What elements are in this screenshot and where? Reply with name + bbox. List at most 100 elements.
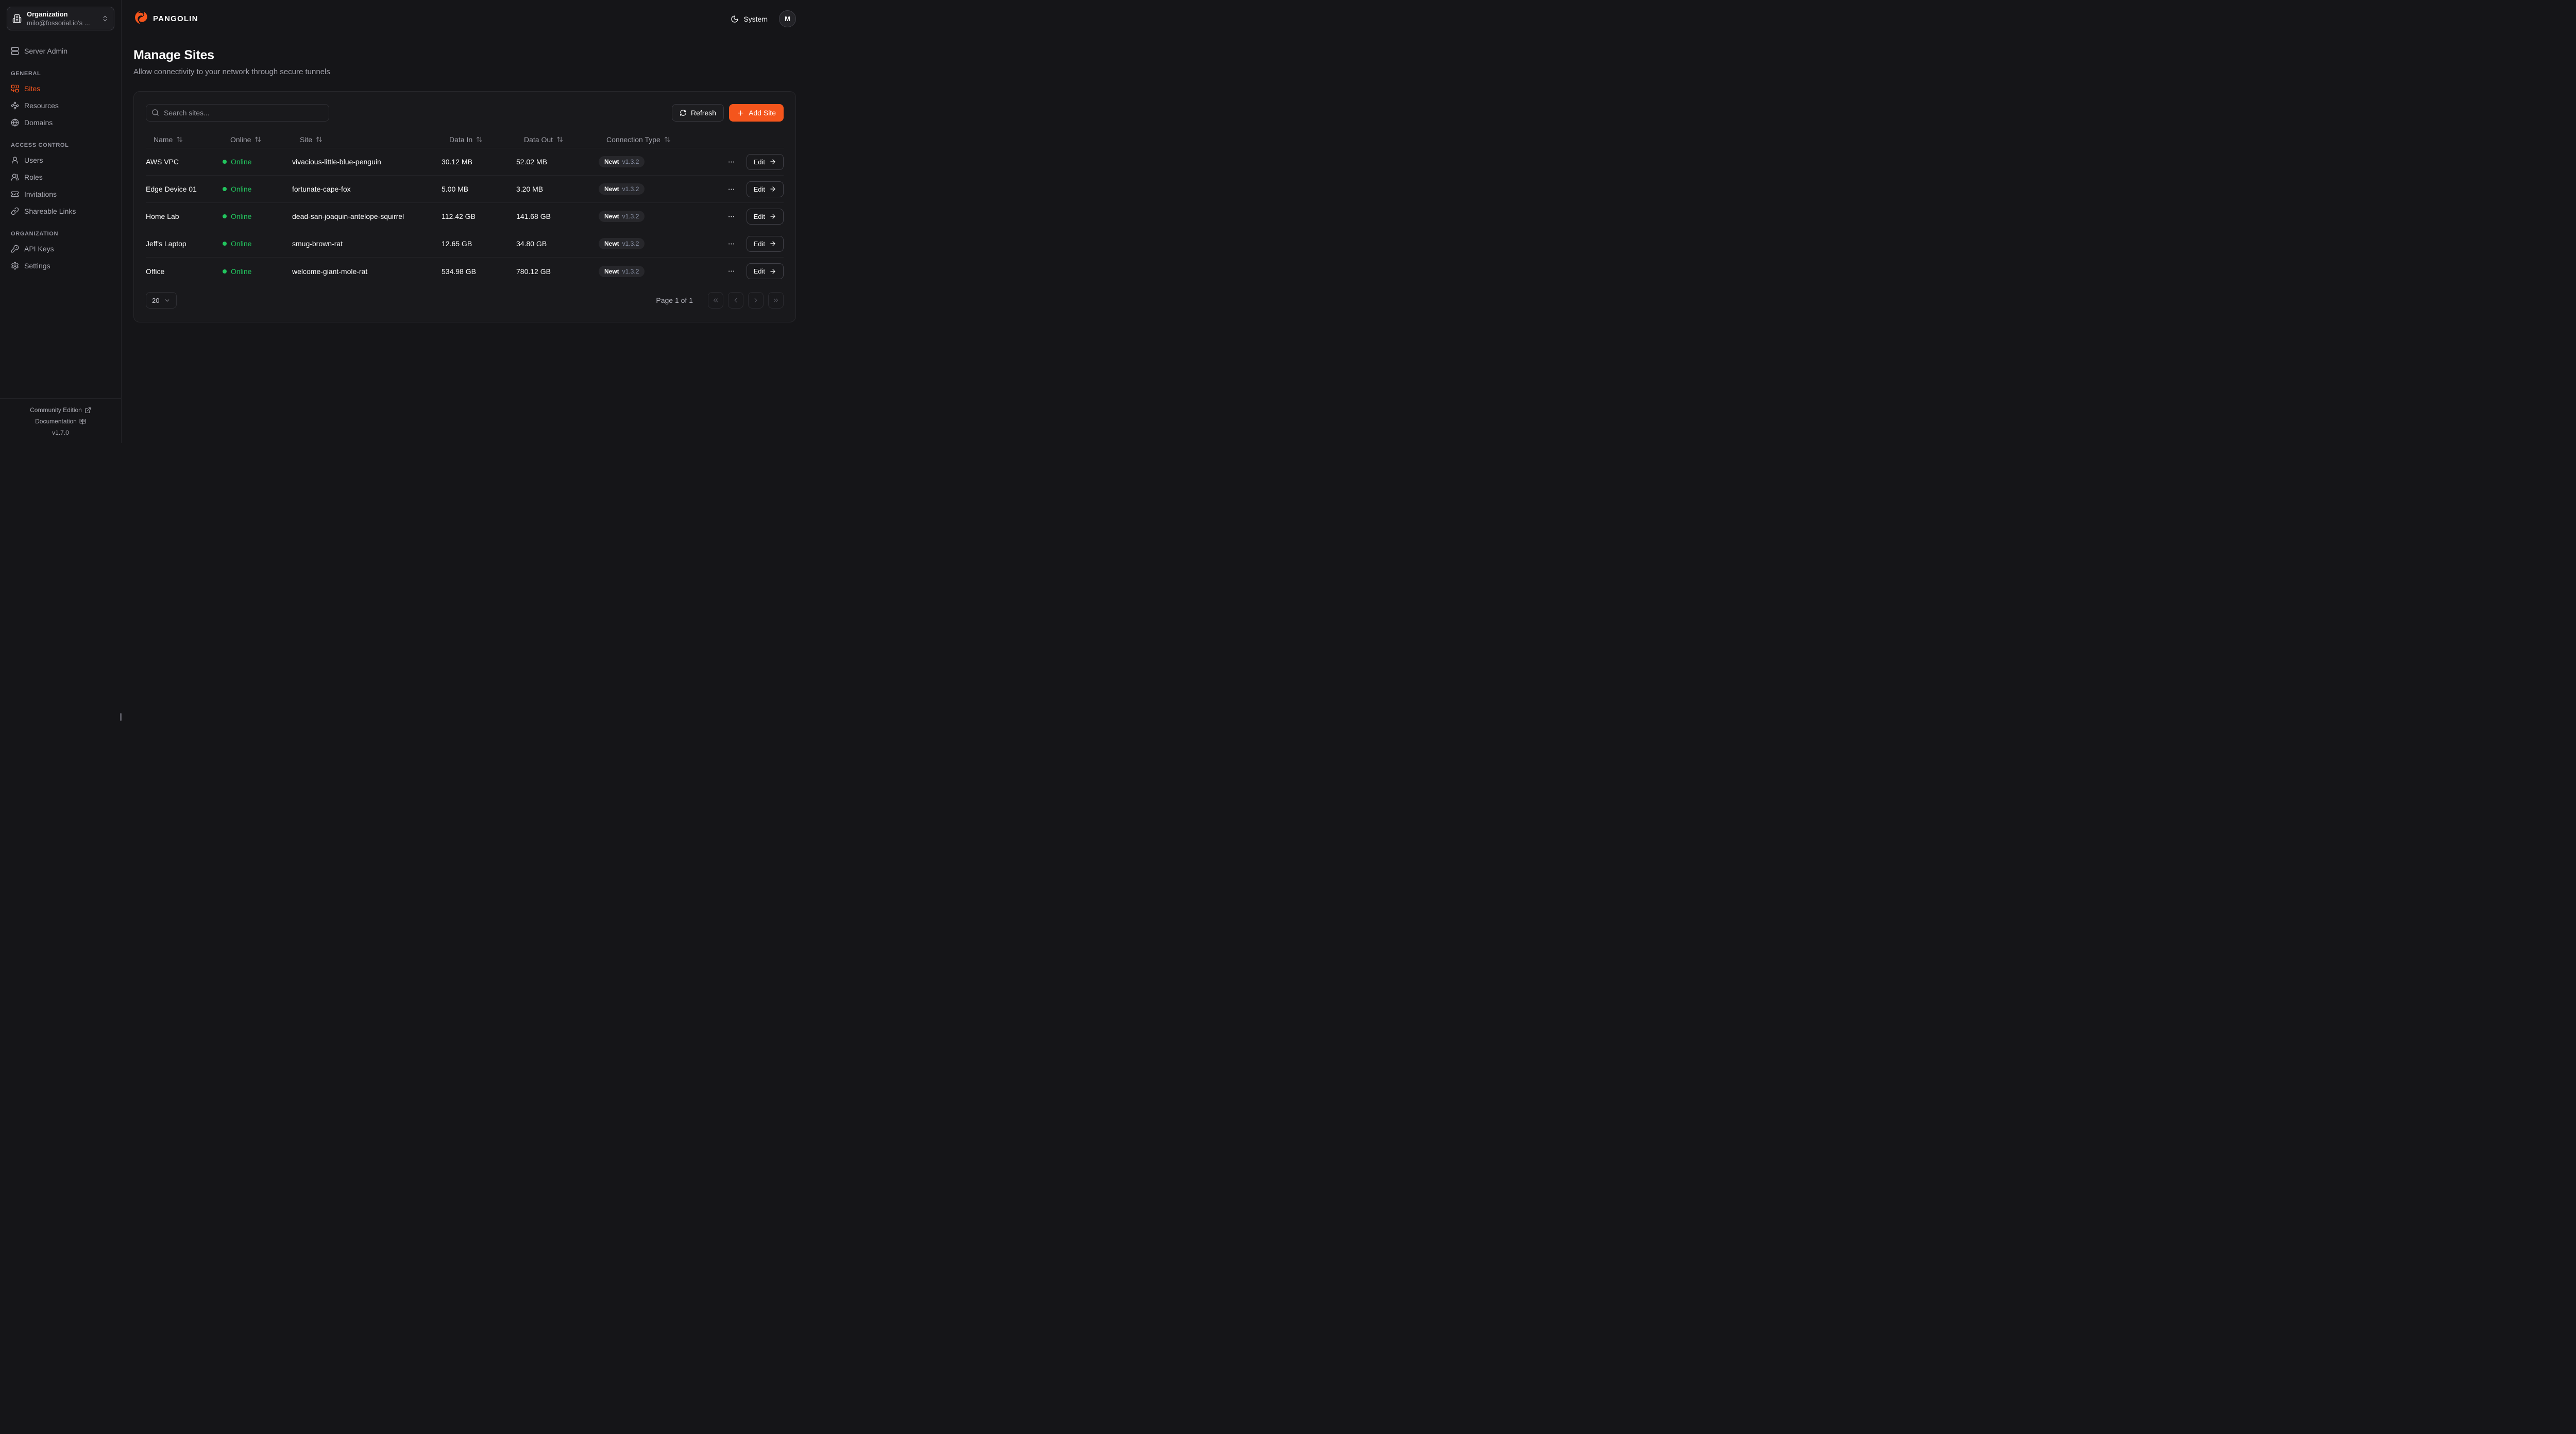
- sidebar-item-label: Invitations: [24, 190, 57, 198]
- add-site-label: Add Site: [749, 109, 776, 117]
- connection-type-badge: Newt v1.3.2: [599, 156, 645, 167]
- moon-icon: [731, 15, 739, 23]
- sites-card: Refresh Add Site Name Online: [133, 91, 796, 322]
- sort-icon: [476, 136, 483, 143]
- data-in: 12.65 GB: [442, 240, 472, 248]
- pangolin-logo-icon: [133, 10, 149, 27]
- documentation-label: Documentation: [35, 418, 77, 425]
- sort-icon: [664, 136, 671, 143]
- page-label: Page 1 of 1: [656, 296, 693, 304]
- edit-button[interactable]: Edit: [746, 208, 784, 225]
- previous-page-button[interactable]: [728, 292, 743, 309]
- sites-table: Name Online Site Data In Data Out: [146, 131, 784, 285]
- connection-type-badge: Newt v1.3.2: [599, 238, 645, 249]
- sidebar-item-shareable-links[interactable]: Shareable Links: [7, 202, 114, 219]
- page-size-select[interactable]: 20: [146, 292, 177, 309]
- edit-button[interactable]: Edit: [746, 153, 784, 170]
- sort-icon: [176, 136, 183, 143]
- org-switcher[interactable]: Organization milo@fossorial.io's ...: [7, 7, 114, 30]
- data-in: 534.98 GB: [442, 267, 476, 276]
- brand-name: PANGOLIN: [153, 14, 198, 23]
- sidebar-item-label: Users: [24, 156, 43, 164]
- sidebar-item-server-admin[interactable]: Server Admin: [7, 42, 114, 59]
- sidebar-item-label: Domains: [24, 118, 53, 127]
- row-menu-button[interactable]: [725, 265, 737, 277]
- community-edition-label: Community Edition: [30, 406, 82, 414]
- sidebar-item-label: Shareable Links: [24, 207, 76, 215]
- waypoints-icon: [11, 101, 19, 110]
- data-out: 780.12 GB: [516, 267, 551, 276]
- org-switcher-label: Organization: [27, 10, 68, 18]
- app-version: v1.7.0: [0, 427, 121, 438]
- site-slug: welcome-giant-mole-rat: [292, 267, 368, 276]
- arrow-right-icon: [769, 213, 776, 220]
- column-header-online[interactable]: Online: [223, 135, 292, 144]
- table-row: Home Lab Online dead-san-joaquin-antelop…: [146, 203, 784, 230]
- table-row: Office Online welcome-giant-mole-rat 534…: [146, 258, 784, 285]
- last-page-button[interactable]: [768, 292, 784, 309]
- row-menu-button[interactable]: [725, 156, 737, 168]
- sidebar-item-label: Roles: [24, 173, 43, 181]
- top-bar: PANGOLIN System M: [133, 0, 796, 27]
- edit-button[interactable]: Edit: [746, 235, 784, 252]
- chevrons-up-down-icon: [101, 15, 109, 22]
- search-input[interactable]: [146, 104, 329, 122]
- sidebar-nav: Server Admin GENERAL Sites Resources Dom…: [0, 37, 121, 274]
- column-header-connection-type[interactable]: Connection Type: [599, 135, 686, 144]
- sidebar-item-invitations[interactable]: Invitations: [7, 185, 114, 202]
- arrow-right-icon: [769, 268, 776, 275]
- brand: PANGOLIN: [133, 10, 198, 27]
- table-row: AWS VPC Online vivacious-little-blue-pen…: [146, 148, 784, 176]
- row-menu-button[interactable]: [725, 238, 737, 250]
- next-page-button[interactable]: [748, 292, 764, 309]
- table-footer: 20 Page 1 of 1: [146, 292, 784, 309]
- data-out: 34.80 GB: [516, 240, 547, 248]
- sidebar: Organization milo@fossorial.io's ... Ser…: [0, 0, 122, 443]
- arrow-right-icon: [769, 240, 776, 247]
- community-edition-link[interactable]: Community Edition: [0, 404, 121, 416]
- row-menu-button[interactable]: [725, 183, 737, 195]
- sidebar-item-api-keys[interactable]: API Keys: [7, 240, 114, 257]
- sidebar-item-label: Settings: [24, 261, 50, 270]
- column-header-data-in[interactable]: Data In: [442, 135, 516, 144]
- sidebar-section-access-control: ACCESS CONTROL: [11, 142, 69, 148]
- sidebar-item-domains[interactable]: Domains: [7, 114, 114, 131]
- online-status: Online: [223, 240, 292, 248]
- user-avatar[interactable]: M: [779, 10, 796, 27]
- edit-button[interactable]: Edit: [746, 181, 784, 197]
- sidebar-item-roles[interactable]: Roles: [7, 168, 114, 185]
- sidebar-item-users[interactable]: Users: [7, 151, 114, 168]
- connection-type-badge: Newt v1.3.2: [599, 265, 645, 277]
- refresh-label: Refresh: [691, 109, 717, 117]
- globe-icon: [11, 118, 19, 127]
- sidebar-item-sites[interactable]: Sites: [7, 80, 114, 97]
- online-status: Online: [223, 158, 292, 166]
- column-header-data-out[interactable]: Data Out: [516, 135, 599, 144]
- column-header-site[interactable]: Site: [292, 135, 442, 144]
- theme-toggle[interactable]: System: [731, 15, 768, 23]
- online-dot-icon: [223, 269, 227, 274]
- ticket-check-icon: [11, 190, 19, 198]
- book-open-icon: [79, 418, 86, 425]
- edit-button[interactable]: Edit: [746, 263, 784, 279]
- online-dot-icon: [223, 187, 227, 191]
- documentation-link[interactable]: Documentation: [0, 416, 121, 427]
- sidebar-item-settings[interactable]: Settings: [7, 257, 114, 274]
- search-icon: [151, 109, 159, 116]
- add-site-button[interactable]: Add Site: [729, 104, 784, 122]
- version-label: v1.7.0: [52, 429, 69, 436]
- column-header-name[interactable]: Name: [146, 135, 223, 144]
- sidebar-resize-handle[interactable]: [120, 713, 122, 721]
- row-menu-button[interactable]: [725, 211, 737, 223]
- data-in: 30.12 MB: [442, 158, 472, 166]
- first-page-button[interactable]: [708, 292, 723, 309]
- search-wrap: [146, 104, 329, 122]
- org-switcher-value: milo@fossorial.io's ...: [27, 19, 90, 27]
- table-row: Jeff's Laptop Online smug-brown-rat 12.6…: [146, 230, 784, 258]
- online-dot-icon: [223, 242, 227, 246]
- key-icon: [11, 245, 19, 253]
- site-name: Office: [146, 267, 165, 276]
- refresh-button[interactable]: Refresh: [672, 104, 724, 122]
- sidebar-item-label: Server Admin: [24, 46, 68, 55]
- sidebar-item-resources[interactable]: Resources: [7, 97, 114, 114]
